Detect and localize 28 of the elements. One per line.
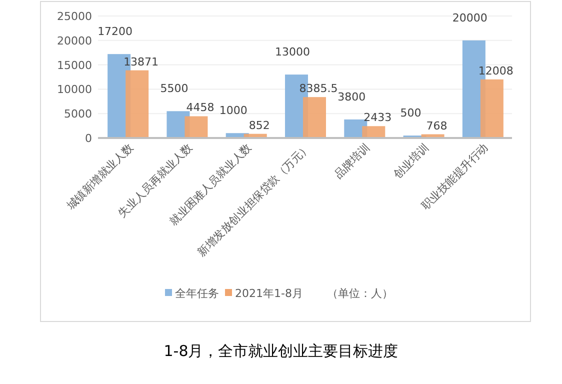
y-tick-label: 5000: [64, 108, 92, 121]
y-tick-label: 10000: [57, 83, 92, 96]
data-label: 500: [400, 106, 422, 120]
data-label: 1000: [219, 104, 248, 118]
text: 1-8月，全市就业创业主要目标进度: [164, 342, 398, 360]
legend-label: 全年任务: [175, 287, 219, 300]
y-tick-label: 25000: [57, 10, 92, 23]
bar: [184, 116, 208, 138]
data-label: 17200: [98, 25, 133, 38]
y-tick-label: 15000: [57, 58, 92, 72]
data-label: 852: [248, 118, 270, 132]
bar: [303, 97, 326, 138]
bar: [362, 126, 386, 138]
y-tick-label: 0: [85, 132, 92, 145]
data-label: 768: [426, 119, 448, 132]
bar: [126, 70, 149, 138]
data-label: 3800: [338, 90, 366, 104]
legend-label: 2021年1-8月: [235, 287, 303, 300]
data-label: 5500: [160, 82, 188, 96]
bar: [480, 79, 504, 138]
data-label: 4458: [186, 101, 214, 114]
data-label: 20000: [452, 11, 488, 24]
text: （单位：人）: [326, 287, 393, 300]
data-label: 2433: [364, 111, 392, 124]
x-tick-label: 品牌培训: [332, 140, 372, 182]
y-tick-label: 20000: [57, 34, 92, 48]
data-label: 13000: [275, 46, 310, 59]
x-tick-label: 创业培训: [391, 140, 432, 182]
